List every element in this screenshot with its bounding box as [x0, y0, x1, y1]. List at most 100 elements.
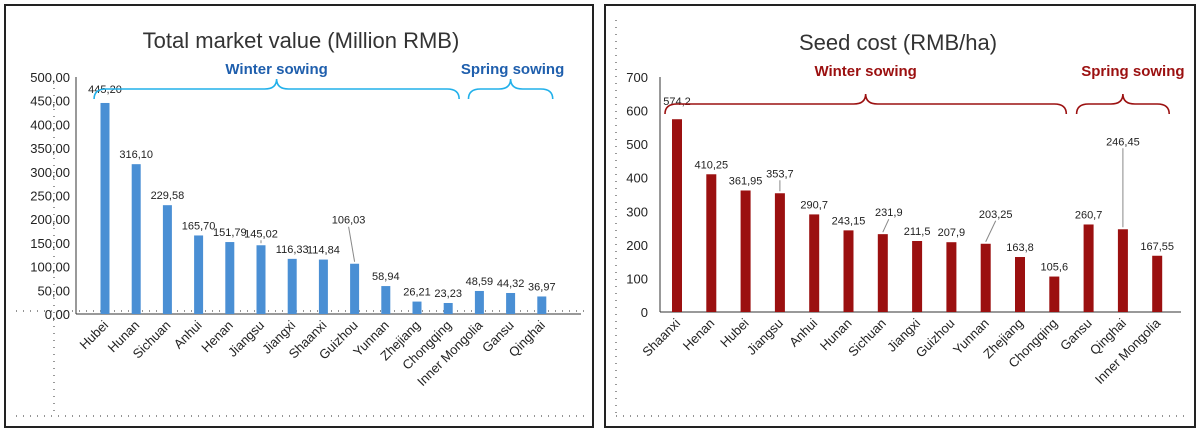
data-label: 116,33 — [276, 244, 309, 256]
bar-gansu — [1083, 224, 1094, 312]
data-label: 167,55 — [1140, 241, 1174, 253]
bar-hunan — [131, 164, 141, 314]
y-tick-label: 100,00 — [30, 260, 70, 275]
y-tick-label: 400 — [626, 171, 648, 186]
chart-title: Total market value (Million RMB) — [143, 28, 460, 53]
y-tick-label: 50,00 — [37, 283, 70, 298]
gridline-dots — [615, 20, 1186, 417]
y-tick-label: 450,00 — [30, 94, 70, 109]
bar-hunan — [843, 230, 854, 312]
data-label: 243,15 — [832, 215, 866, 227]
y-tick-label: 300,00 — [30, 165, 70, 180]
chart-title: Seed cost (RMB/ha) — [799, 30, 997, 55]
y-tick-label: 350,00 — [30, 141, 70, 156]
bar-guizhou — [350, 263, 360, 314]
bar-hubei — [740, 190, 751, 312]
gridline-dots — [16, 88, 586, 417]
data-label: 445,20 — [88, 84, 122, 96]
data-label: 165,70 — [182, 220, 216, 232]
category-label: Sichuan — [845, 316, 889, 360]
y-tick-label: 100 — [626, 271, 648, 286]
y-tick-label: 0 — [641, 305, 648, 320]
data-label: 44,32 — [497, 278, 525, 290]
bar-sichuan — [877, 234, 888, 312]
data-label: 229,58 — [151, 190, 185, 202]
bar-anhui — [194, 235, 204, 314]
bar-chongqing — [1049, 276, 1060, 312]
bar-shaanxi — [672, 119, 682, 313]
y-tick-label: 250,00 — [30, 189, 70, 204]
bar-zhejiang — [1015, 257, 1025, 312]
data-label: 105,6 — [1041, 262, 1069, 274]
bar-qinghai — [537, 296, 547, 314]
group-label: Spring sowing — [1081, 63, 1184, 80]
bar-zhejiang — [412, 301, 422, 314]
bar-gansu — [506, 292, 516, 314]
data-label-leader — [882, 218, 890, 233]
market-value-chart: Total market value (Million RMB) 0,00 50,… — [16, 28, 586, 417]
data-label: 114,84 — [307, 245, 340, 257]
y-tick-label: 600 — [626, 104, 648, 119]
data-label-leader — [985, 220, 997, 242]
category-label: Guizhou — [913, 316, 958, 361]
bar-jiangsu — [774, 193, 785, 312]
data-label: 410,25 — [694, 159, 728, 171]
bar-sichuan — [162, 205, 172, 314]
data-label: 361,95 — [729, 175, 763, 187]
group-brace — [467, 78, 554, 100]
y-tick-label: 500 — [626, 137, 648, 152]
bar-henan — [225, 242, 235, 314]
y-tick-label: 500,00 — [30, 70, 70, 85]
data-label: 203,25 — [979, 209, 1013, 221]
y-tick-label: 700 — [626, 70, 648, 85]
group-label: Winter sowing — [225, 61, 327, 78]
data-label: 231,9 — [875, 207, 903, 219]
data-label: 290,7 — [800, 199, 828, 211]
data-label: 207,9 — [938, 227, 966, 239]
group-brace — [1075, 93, 1171, 115]
bar-inner-mongolia — [474, 290, 484, 314]
bar-yunnan — [381, 286, 391, 314]
data-label: 48,59 — [466, 276, 494, 288]
category-label: Henan — [680, 316, 718, 354]
group-brace — [664, 93, 1068, 115]
data-label: 23,23 — [434, 288, 462, 300]
data-label: 106,03 — [332, 215, 366, 227]
data-label: 26,21 — [403, 287, 431, 299]
bar-jiangxi — [912, 240, 923, 312]
bar-henan — [706, 174, 717, 312]
bar-anhui — [809, 214, 820, 312]
market-value-chart-panel: Total market value (Million RMB) 0,00 50,… — [4, 4, 594, 428]
group-label: Spring sowing — [461, 61, 564, 78]
bar-jiangxi — [287, 258, 297, 314]
group-brace — [93, 78, 460, 100]
y-tick-label: 300 — [626, 204, 648, 219]
y-tick-label: 150,00 — [30, 236, 70, 251]
data-label: 316,10 — [119, 149, 153, 161]
seed-cost-chart-panel: Seed cost (RMB/ha) 0 100 200 300 400 500 600 70… — [604, 4, 1196, 428]
bar-inner-mongolia — [1152, 255, 1163, 312]
data-label: 260,7 — [1075, 209, 1103, 221]
data-label-leader — [348, 226, 356, 262]
bar-qinghai — [1117, 229, 1128, 312]
bar-yunnan — [980, 243, 991, 312]
category-label: Anhui — [786, 315, 820, 349]
bar-guizhou — [946, 242, 957, 312]
data-label: 58,94 — [372, 271, 400, 283]
y-tick-label: 400,00 — [30, 117, 70, 132]
data-label: 163,8 — [1006, 242, 1034, 254]
data-label: 36,97 — [528, 281, 556, 293]
bar-jiangsu — [256, 245, 266, 314]
category-label: Jiangsu — [744, 316, 786, 358]
seed-cost-chart: Seed cost (RMB/ha) 0 100 200 300 400 500 600 70… — [615, 20, 1186, 417]
bar-chongqing — [443, 302, 453, 314]
group-label: Winter sowing — [814, 63, 916, 80]
y-tick-label: 0,00 — [45, 307, 70, 322]
data-label: 145,02 — [244, 228, 278, 240]
data-label: 246,45 — [1106, 136, 1140, 148]
category-label: Shaanxi — [639, 315, 683, 359]
bar-shaanxi — [318, 259, 328, 314]
bar-hubei — [100, 102, 110, 315]
y-tick-label: 200 — [626, 238, 648, 253]
data-label: 211,5 — [904, 226, 931, 238]
